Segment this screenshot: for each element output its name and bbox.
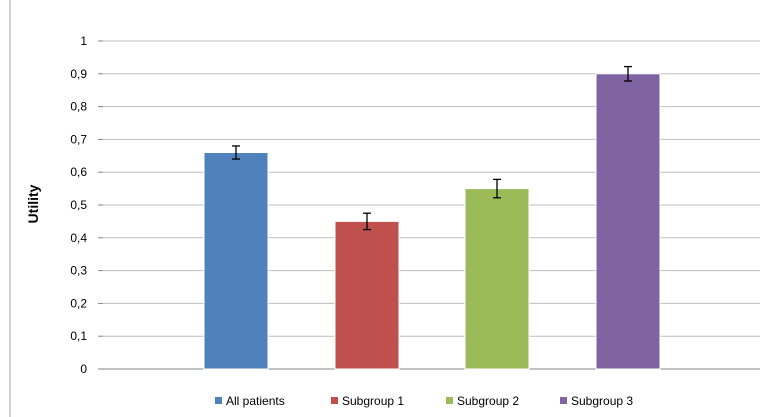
y-tick-label: 1: [80, 34, 87, 48]
legend-swatch: [560, 397, 567, 404]
legend-label: Subgroup 3: [571, 394, 633, 408]
legend-label: All patients: [226, 394, 285, 408]
legend-swatch: [446, 397, 453, 404]
error-bars: [232, 65, 632, 231]
legend-label: Subgroup 2: [457, 394, 519, 408]
bar-subgroup-1: [334, 220, 400, 370]
y-tick-labels: 0 0,1 0,2 0,3 0,4 0,5 0,6 0,7 0,8 0,9 1: [70, 34, 87, 376]
y-tick-label: 0,2: [70, 296, 87, 310]
bar-subgroup-3: [595, 73, 661, 370]
y-tick-label: 0,6: [70, 165, 87, 179]
y-tick-label: 0,5: [70, 198, 87, 212]
y-tick-label: 0,7: [70, 132, 87, 146]
y-tick-label: 0,1: [70, 329, 87, 343]
y-tick-label: 0,8: [70, 100, 87, 114]
bar-all-patients: [203, 152, 269, 370]
bars: [203, 73, 661, 370]
y-tick-label: 0,9: [70, 67, 87, 81]
y-tick-label: 0,4: [70, 231, 87, 245]
y-tick-label: 0: [80, 362, 87, 376]
legend-swatch: [215, 397, 222, 404]
gridlines: [98, 40, 760, 370]
legend: All patients Subgroup 1 Subgroup 2 Subgroup…: [215, 394, 633, 408]
y-axis-label: Utility: [25, 184, 41, 223]
legend-label: Subgroup 1: [342, 394, 404, 408]
bar-subgroup-2: [464, 188, 530, 370]
y-tick-label: 0,3: [70, 264, 87, 278]
legend-swatch: [331, 397, 338, 404]
